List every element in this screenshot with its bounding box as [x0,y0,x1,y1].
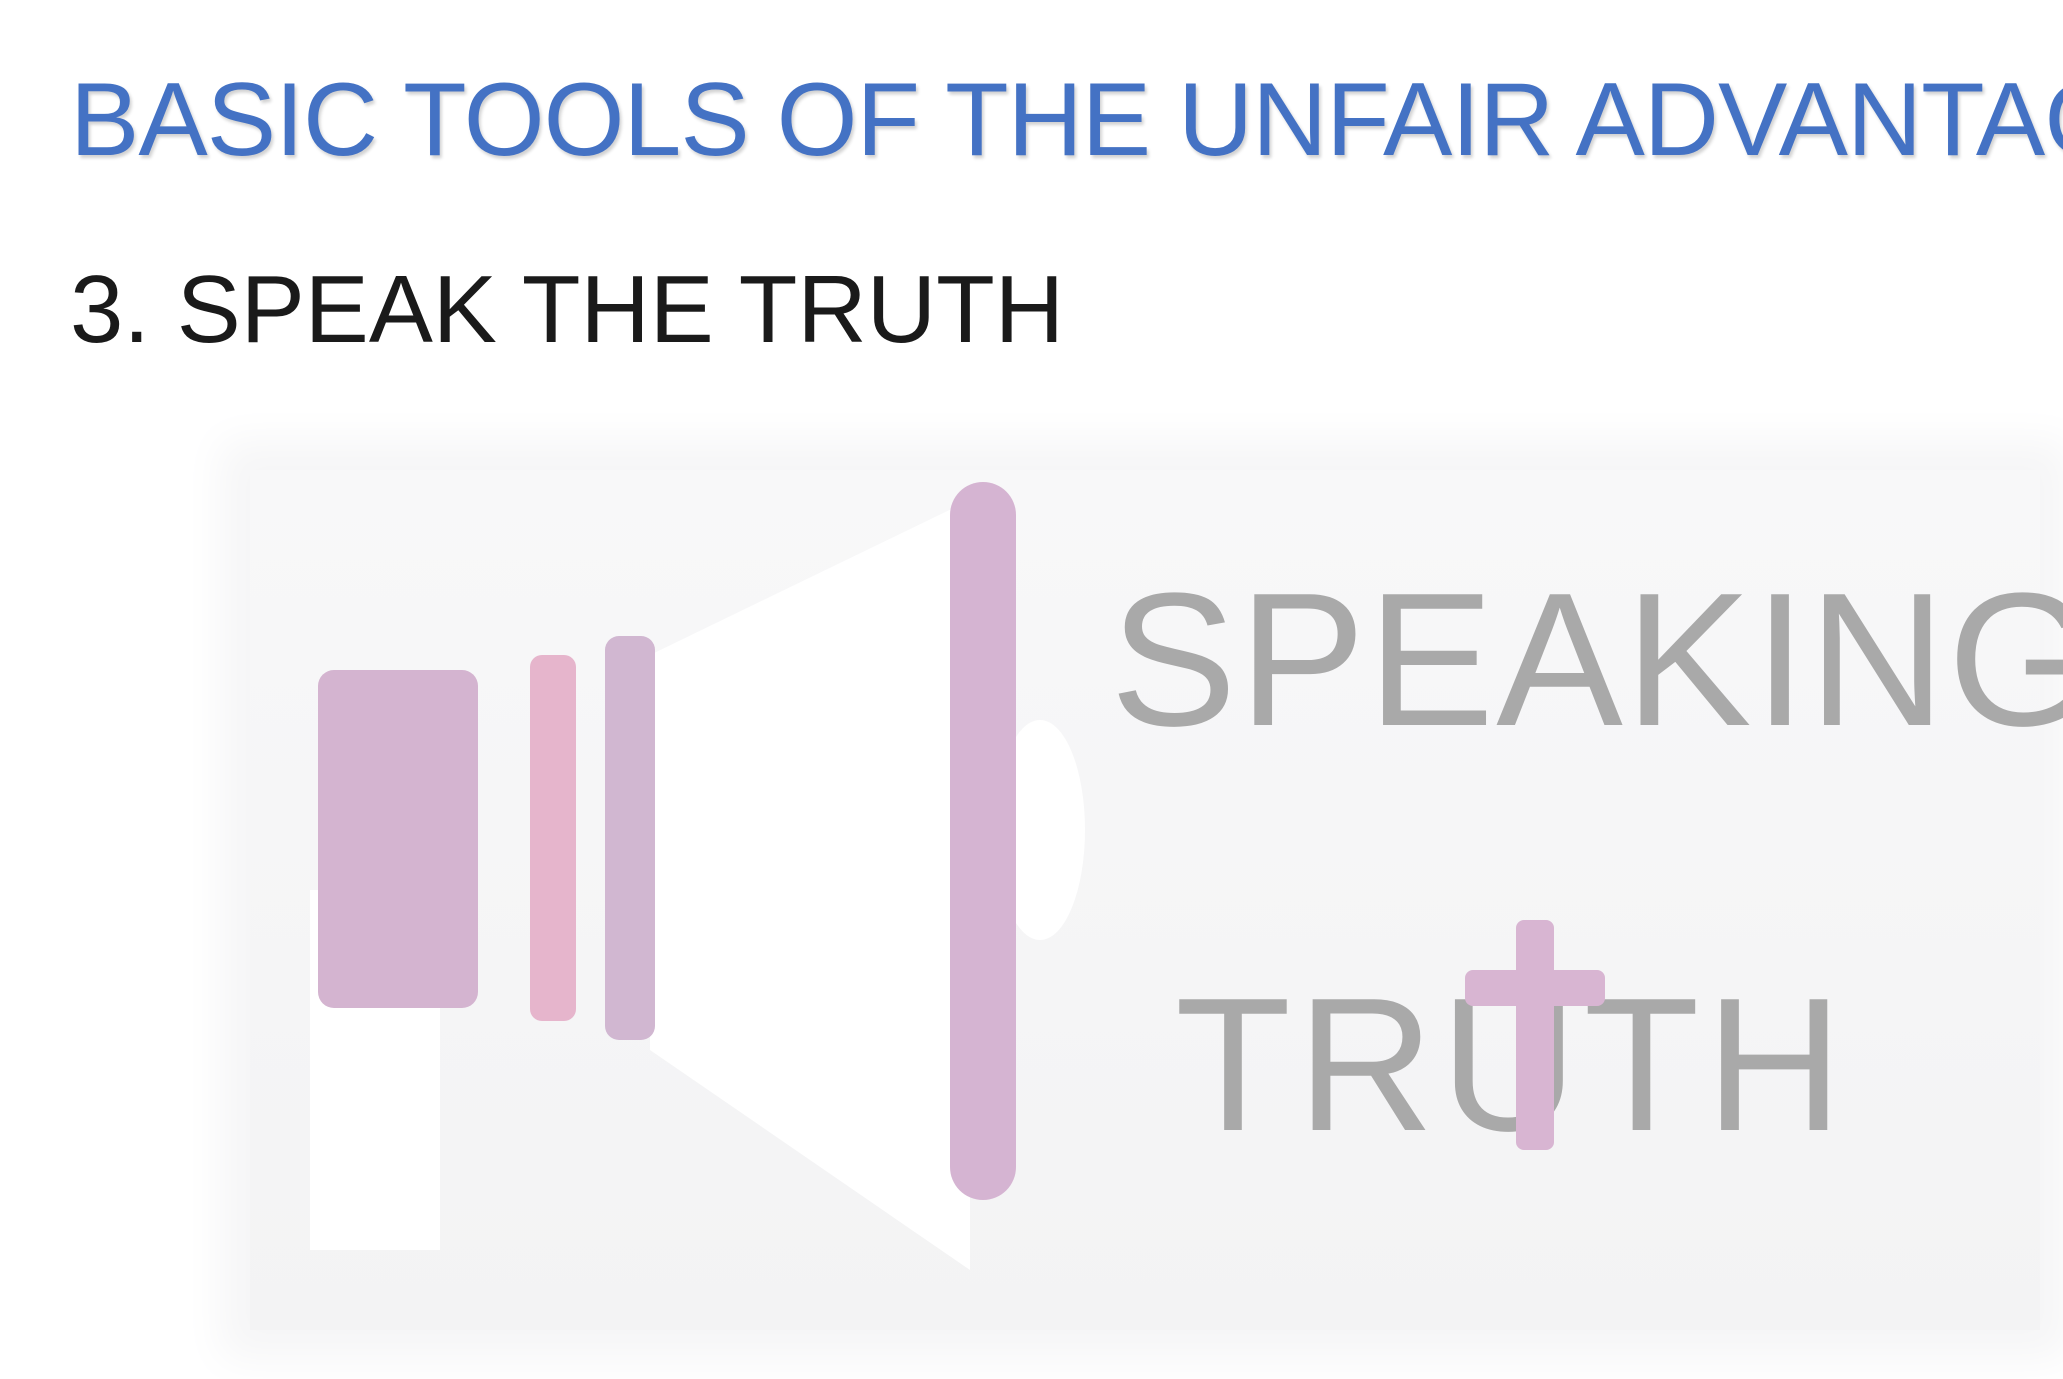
megaphone-rim [995,720,1085,940]
megaphone-mouth [950,482,1016,1200]
cross-vertical [1516,920,1554,1150]
megaphone-bar-2 [605,636,655,1040]
slide-subtitle: 3. SPEAK THE TRUTH [70,256,1065,363]
megaphone-body [318,670,478,1008]
slide-title: BASIC TOOLS OF THE UNFAIR ADVANTAGE [70,62,2063,178]
megaphone-bar-1 [530,655,576,1021]
megaphone-horn [650,500,970,1270]
speaking-word: SPEAKING [1110,554,2063,766]
cross-horizontal [1465,970,1605,1006]
megaphone-icon [310,482,1085,1270]
speaking-truth-graphic [250,470,2040,1330]
graphic-text-layer: SPEAKING TRUTH [250,470,2063,1330]
cross-icon [1465,920,1605,1150]
